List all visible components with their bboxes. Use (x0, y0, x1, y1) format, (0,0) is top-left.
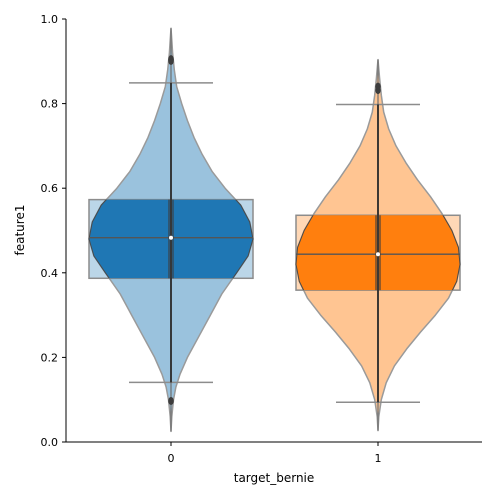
axes (65, 19, 482, 443)
x-tick-label-0: 0 (168, 452, 175, 465)
y-tick-label-3: 0.6 (41, 182, 59, 195)
y-axis-label: feature1 (13, 205, 27, 256)
x-tick-label-1: 1 (375, 452, 382, 465)
outlier-point-1-1 (375, 82, 381, 91)
y-tick-label-0: 0.0 (41, 436, 59, 449)
mean-point-1 (376, 252, 380, 257)
outlier-point-0-0 (168, 396, 174, 405)
y-tick-label-4: 0.8 (41, 98, 59, 111)
x-axis-label: target_bernie (234, 471, 315, 485)
mean-point-0 (169, 235, 173, 240)
outlier-point-0-2 (168, 55, 174, 64)
group-1 (295, 58, 461, 432)
axis-ticks: 0 1 0.0 0.2 0.4 0.6 0.8 1.0 (41, 13, 382, 465)
plot-area (88, 27, 461, 433)
y-tick-label-1: 0.2 (41, 351, 59, 364)
group-0 (88, 27, 254, 433)
y-tick-label-5: 1.0 (41, 13, 59, 26)
y-tick-label-2: 0.4 (41, 267, 59, 280)
